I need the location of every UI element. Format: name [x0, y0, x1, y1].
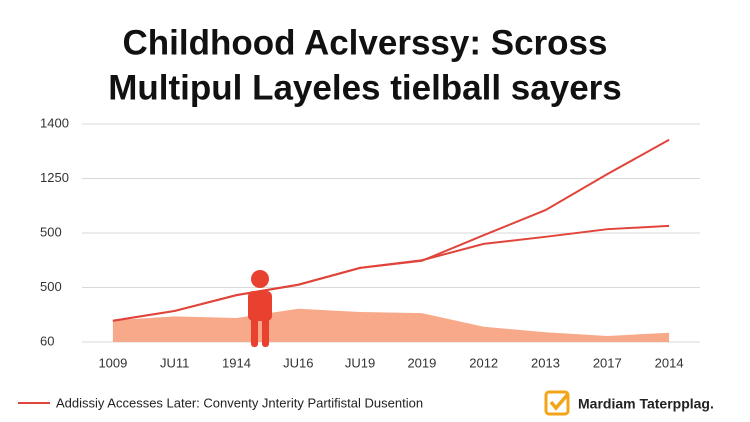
x-tick-label: 2014 [655, 355, 684, 370]
x-tick-label: 2017 [593, 355, 622, 370]
line [112, 224, 670, 322]
legend-label: Addissiy Accesses Later: Conventy Jnteri… [56, 395, 423, 410]
y-tick-label: 1400 [40, 115, 69, 130]
x-tick-label: 1914 [222, 355, 251, 370]
y-tick-label: 1250 [40, 170, 69, 185]
line [112, 138, 670, 322]
x-tick-label: JU19 [345, 355, 375, 370]
y-tick-label: 500 [40, 224, 62, 239]
chart-title: Childhood Aclverssy: Scross [123, 23, 608, 62]
grid: 60 500 500 1250 1400 1009 JU11 1914 JU16 JU19 2019… [40, 115, 700, 370]
chart-title: Multipul Layeles tielball sayers [108, 68, 622, 107]
x-tick-label: JU16 [283, 355, 313, 370]
person-icon [248, 270, 272, 347]
x-tick-label: 1009 [98, 355, 127, 370]
y-tick-label: 500 [40, 279, 62, 294]
plot [112, 138, 670, 342]
area [112, 308, 670, 342]
x-tick-label: 2019 [407, 355, 436, 370]
x-tick-label: 2012 [469, 355, 498, 370]
brand-name: Mardiam Taterpplag. [578, 396, 714, 412]
brand-logo [544, 390, 570, 416]
x-tick-label: 2013 [531, 355, 560, 370]
y-tick-label: 60 [40, 333, 54, 348]
x-tick-label: JU11 [160, 355, 189, 370]
